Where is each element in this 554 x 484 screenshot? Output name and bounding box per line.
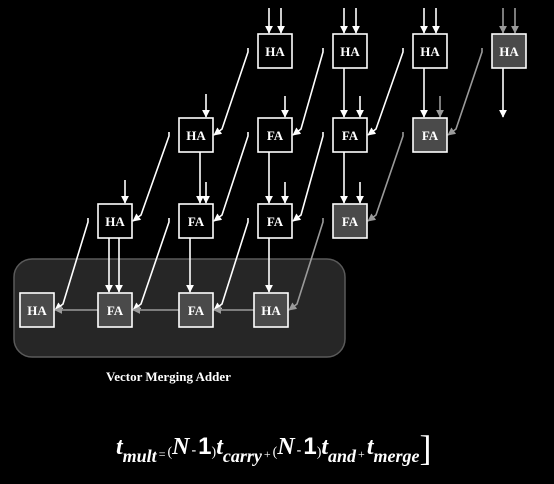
merge-cell-box [19,292,55,328]
carry-wire [367,48,404,136]
cell-box [97,203,133,239]
formula-plus-2: + [358,447,365,461]
formula-open-paren-2: ( [272,445,278,460]
formula-t-and: t [321,434,329,460]
adder-cell-r0c0: HA [257,33,293,69]
adder-cell-r0c2: HA [412,33,448,69]
adder-cell-r3c2: FA [178,292,214,328]
cell-box [178,117,214,153]
cell-label: FA [342,214,359,229]
formula-sub-mult: mult [122,446,157,466]
cell-label: FA [267,128,284,143]
merge-cell-box [412,117,448,153]
cell-label: FA [422,128,439,143]
cell-label: HA [186,128,206,143]
adder-cell-r3c3: HA [253,292,289,328]
formula-close-bracket: ] [419,428,432,468]
adder-cell-r0c3: HA [491,33,527,69]
formula-n-2: N [277,434,295,460]
cell-label: FA [267,214,284,229]
wires [54,8,519,314]
adder-cell-r1c3: FA [412,117,448,153]
carry-wire [132,132,170,222]
cell-box [332,33,368,69]
carry-wire [288,218,324,311]
formula-plus-1: + [263,447,271,461]
cell-box [257,33,293,69]
carry-wire [447,48,483,136]
carry-wire [213,132,249,222]
adder-cell-r3c1: FA [97,292,133,328]
adder-cell-r3c0: HA [19,292,55,328]
formula-t-mult: t [116,434,123,460]
formula-one-1: 1 [198,433,212,460]
adder-cell-r2c1: FA [178,203,214,239]
carry-wire [292,48,324,136]
cell-box [257,203,293,239]
carry-wire [213,48,249,136]
cell-label: HA [265,44,285,59]
formula-close-paren-1: ) [211,445,217,460]
formula-open-paren-1: ( [167,445,173,460]
cell-label: HA [499,44,519,59]
formula-sub-carry: carry [222,446,262,466]
multiplier-delay-formula: tmult = (N -1)tcarry + (N -1)tand +tmerge] [116,424,431,466]
adder-cell-r1c2: FA [332,117,368,153]
cell-box [332,117,368,153]
formula-minus-2: - [296,443,302,458]
cell-label: FA [342,128,359,143]
adder-cell-r1c0: HA [178,117,214,153]
cell-box [412,33,448,69]
adder-cell-r2c0: HA [97,203,133,239]
merge-cell-box [491,33,527,69]
formula-sub-and: and [328,446,357,466]
cell-label: HA [261,303,281,318]
adder-cell-r1c1: FA [257,117,293,153]
cell-label: FA [188,303,205,318]
vector-merging-adder-label: Vector Merging Adder [106,369,231,384]
merge-cell-box [178,292,214,328]
merge-cell-box [97,292,133,328]
formula-minus-1: - [191,443,197,458]
cell-label: HA [420,44,440,59]
cell-box [257,117,293,153]
cell-label: HA [27,303,47,318]
cell-label: HA [105,214,125,229]
carry-wire [292,132,324,222]
formula-t-carry: t [216,434,223,460]
formula-one-2: 1 [303,433,317,460]
adder-cell-r2c2: FA [257,203,293,239]
adder-cells: HA HA HA HA HA FA FA FA HA FA FA FA HA FA FA HA [19,33,527,328]
formula-close-paren-2: ) [316,445,322,460]
formula-equals: = [158,447,166,461]
adder-cell-r2c3: FA [332,203,368,239]
cell-label: FA [188,214,205,229]
formula-n-1: N [172,434,190,460]
cell-label: FA [107,303,124,318]
merge-cell-box [332,203,368,239]
merge-cell-box [253,292,289,328]
formula-sub-merge: merge [373,446,420,466]
formula-t-merge: t [366,434,374,460]
adder-cell-r0c1: HA [332,33,368,69]
cell-label: HA [340,44,360,59]
cell-box [178,203,214,239]
carry-wire [367,132,404,222]
